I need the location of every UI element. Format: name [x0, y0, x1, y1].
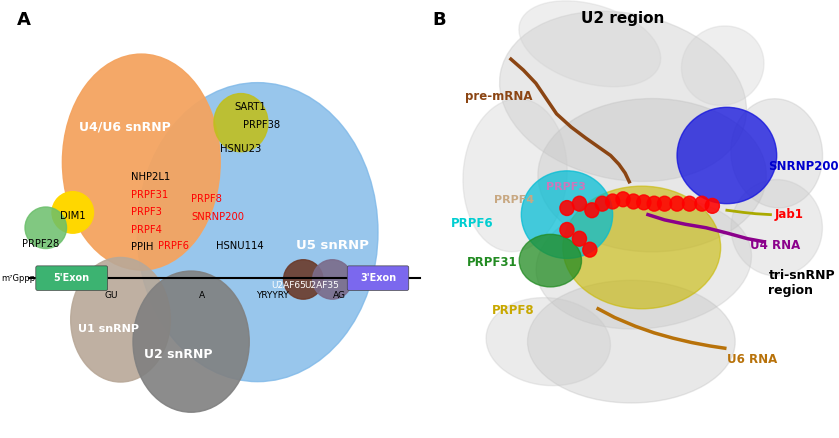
- Circle shape: [560, 223, 574, 237]
- Ellipse shape: [528, 280, 735, 403]
- Text: U2 region: U2 region: [581, 11, 664, 26]
- Circle shape: [616, 192, 630, 207]
- FancyBboxPatch shape: [36, 266, 107, 290]
- Text: PRPF31: PRPF31: [131, 190, 168, 200]
- Text: U5 snRNP: U5 snRNP: [296, 239, 369, 252]
- Text: B: B: [432, 11, 446, 29]
- Text: 3'Exon: 3'Exon: [360, 273, 396, 283]
- Ellipse shape: [731, 99, 822, 208]
- Text: U2AF65: U2AF65: [271, 281, 306, 290]
- Text: PRPF6: PRPF6: [451, 217, 493, 230]
- Text: PRPF8: PRPF8: [191, 194, 222, 204]
- Text: U2 snRNP: U2 snRNP: [144, 348, 213, 361]
- Circle shape: [606, 194, 620, 209]
- Circle shape: [595, 196, 609, 211]
- Circle shape: [706, 198, 719, 213]
- Ellipse shape: [70, 258, 170, 382]
- Text: tri-snRNP
region: tri-snRNP region: [769, 269, 835, 297]
- Text: PRPF3: PRPF3: [131, 208, 162, 217]
- Text: NHP2L1: NHP2L1: [131, 173, 170, 182]
- Text: SNRNP200: SNRNP200: [191, 212, 244, 222]
- Circle shape: [658, 196, 672, 211]
- Ellipse shape: [313, 260, 352, 299]
- Ellipse shape: [499, 11, 747, 181]
- Text: HSNU23: HSNU23: [220, 144, 262, 154]
- Text: U2AF35: U2AF35: [305, 281, 340, 290]
- Ellipse shape: [214, 94, 268, 152]
- Circle shape: [560, 201, 574, 215]
- Text: PRPF8: PRPF8: [492, 304, 534, 318]
- Text: GU: GU: [105, 291, 118, 300]
- Text: PRPF28: PRPF28: [22, 239, 59, 249]
- Text: U6 RNA: U6 RNA: [727, 353, 777, 366]
- Text: A: A: [17, 11, 30, 29]
- Ellipse shape: [137, 83, 378, 381]
- Text: HSNU114: HSNU114: [216, 241, 263, 251]
- Ellipse shape: [284, 260, 323, 299]
- Circle shape: [682, 196, 696, 211]
- Ellipse shape: [519, 234, 581, 287]
- Text: Jab1: Jab1: [774, 208, 804, 221]
- Text: PRPF38: PRPF38: [243, 120, 280, 130]
- Ellipse shape: [538, 99, 766, 252]
- Ellipse shape: [731, 180, 822, 276]
- FancyBboxPatch shape: [347, 266, 409, 290]
- Circle shape: [670, 196, 684, 211]
- Ellipse shape: [681, 26, 764, 106]
- Text: YRYYRY: YRYYRY: [256, 291, 289, 300]
- Circle shape: [583, 242, 597, 257]
- Ellipse shape: [519, 1, 660, 87]
- Text: PRPF4: PRPF4: [494, 195, 534, 205]
- Circle shape: [637, 195, 651, 210]
- Ellipse shape: [25, 207, 66, 248]
- Circle shape: [647, 196, 661, 211]
- Text: m⁷Gppp: m⁷Gppp: [2, 274, 36, 283]
- Ellipse shape: [133, 271, 249, 412]
- Text: pre-mRNA: pre-mRNA: [465, 90, 533, 103]
- Ellipse shape: [62, 54, 220, 270]
- Circle shape: [627, 194, 640, 209]
- Circle shape: [695, 196, 709, 211]
- Text: U4 RNA: U4 RNA: [750, 239, 800, 252]
- Text: U1 snRNP: U1 snRNP: [77, 324, 138, 333]
- Text: SNRNP200: SNRNP200: [769, 160, 839, 173]
- Text: DIM1: DIM1: [60, 211, 86, 221]
- Circle shape: [585, 203, 599, 218]
- Ellipse shape: [52, 192, 93, 233]
- Text: PRPF3: PRPF3: [546, 182, 586, 192]
- Text: PPIH: PPIH: [131, 243, 154, 252]
- Text: A: A: [199, 291, 205, 300]
- Circle shape: [572, 196, 586, 211]
- Text: PRPF4: PRPF4: [131, 225, 162, 235]
- Text: AG: AG: [333, 291, 346, 300]
- Ellipse shape: [677, 107, 777, 204]
- Ellipse shape: [463, 99, 567, 252]
- Ellipse shape: [521, 171, 612, 258]
- Text: U4/U6 snRNP: U4/U6 snRNP: [79, 120, 170, 134]
- Text: PRPF31: PRPF31: [467, 256, 518, 269]
- Text: SART1: SART1: [235, 102, 267, 112]
- Text: PRPF6: PRPF6: [158, 241, 189, 251]
- Ellipse shape: [563, 186, 721, 309]
- Circle shape: [572, 231, 586, 246]
- Text: 5'Exon: 5'Exon: [54, 273, 90, 283]
- Ellipse shape: [536, 197, 752, 329]
- Ellipse shape: [486, 298, 611, 385]
